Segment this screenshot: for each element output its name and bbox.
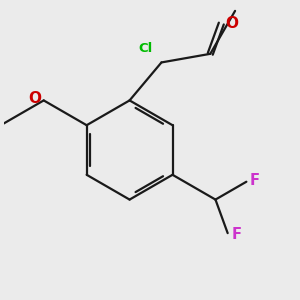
Text: Cl: Cl	[138, 42, 152, 55]
Text: F: F	[231, 227, 241, 242]
Text: O: O	[225, 16, 238, 31]
Text: O: O	[28, 91, 41, 106]
Text: F: F	[250, 173, 260, 188]
